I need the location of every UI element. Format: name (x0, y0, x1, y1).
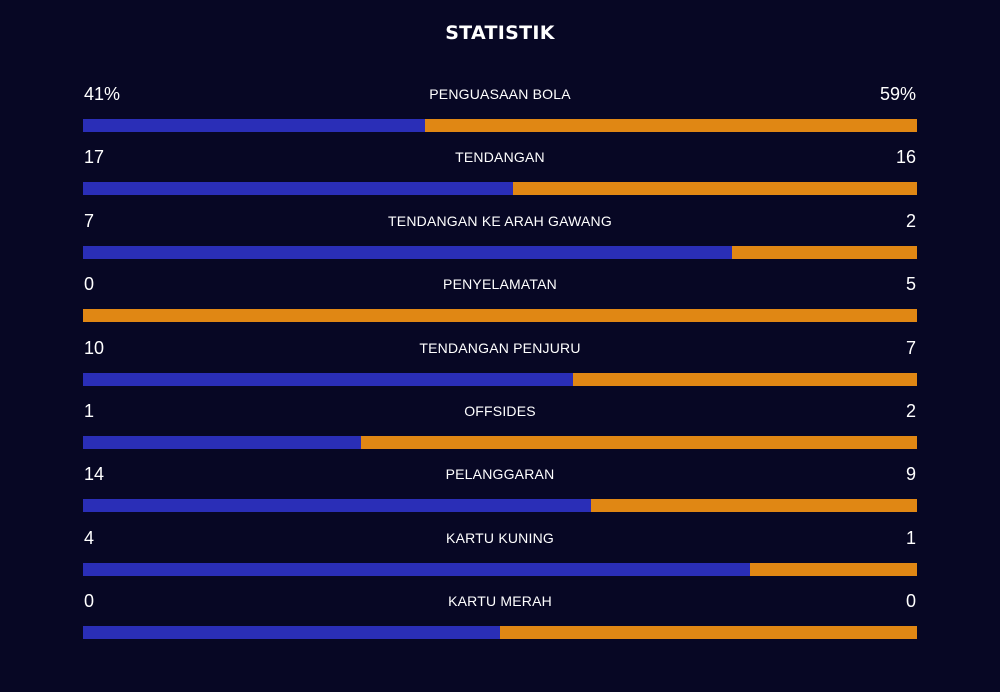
stat-row-offsides: 1 OFFSIDES 2 (83, 397, 917, 460)
away-value: 16 (895, 147, 916, 168)
away-bar-fill (731, 245, 917, 259)
comparison-bar (83, 372, 917, 386)
stats-list: 41% PENGUASAAN BOLA 59% 17 TENDANGAN 16 … (83, 80, 917, 651)
away-value: 2 (905, 400, 916, 421)
home-value: 0 (84, 274, 95, 295)
home-value: 4 (84, 527, 95, 548)
home-bar-fill (83, 245, 732, 259)
comparison-bar (83, 435, 917, 449)
home-value: 14 (84, 464, 105, 485)
comparison-bar (83, 562, 917, 576)
away-bar-fill (750, 562, 917, 576)
home-bar-fill (83, 182, 513, 196)
away-value: 9 (905, 464, 916, 485)
away-value: 0 (905, 591, 916, 612)
stat-label: KARTU KUNING (446, 529, 554, 546)
stat-row-saves: 0 PENYELAMATAN 5 (83, 270, 917, 333)
stat-label: PENYELAMATAN (443, 276, 557, 293)
stat-row-corners: 10 TENDANGAN PENJURU 7 (83, 334, 917, 397)
home-value: 10 (84, 337, 105, 358)
comparison-bar (83, 626, 917, 640)
home-value: 17 (84, 147, 105, 168)
away-value: 1 (905, 527, 916, 548)
away-bar-fill (360, 435, 917, 449)
home-value: 7 (84, 210, 95, 231)
stat-label: TENDANGAN PENJURU (419, 339, 581, 356)
home-bar-fill (83, 499, 591, 513)
away-bar-fill (83, 309, 917, 323)
comparison-bar (83, 499, 917, 513)
stat-row-yellow-cards: 4 KARTU KUNING 1 (83, 524, 917, 587)
stat-label: OFFSIDES (464, 402, 536, 419)
stat-row-red-cards: 0 KARTU MERAH 0 (83, 587, 917, 650)
stat-row-fouls: 14 PELANGGARAN 9 (83, 460, 917, 523)
home-bar-fill (83, 562, 751, 576)
away-bar-fill (500, 626, 917, 640)
stat-label: TENDANGAN (455, 149, 545, 166)
stat-label: PENGUASAAN BOLA (429, 86, 571, 102)
away-value: 5 (905, 274, 916, 295)
away-value: 59% (879, 84, 916, 104)
stat-row-shots-on-target: 7 TENDANGAN KE ARAH GAWANG 2 (83, 207, 917, 270)
away-bar-fill (590, 499, 917, 513)
stat-row-shots: 17 TENDANGAN 16 (83, 143, 917, 206)
stat-row-possession: 41% PENGUASAAN BOLA 59% (83, 80, 917, 143)
comparison-bar (83, 309, 917, 323)
away-bar-fill (573, 372, 917, 386)
away-bar-fill (512, 182, 917, 196)
home-value: 41% (84, 84, 121, 104)
home-bar-fill (83, 626, 500, 640)
home-bar-fill (83, 372, 574, 386)
comparison-bar (83, 245, 917, 259)
home-value: 1 (84, 400, 95, 421)
home-bar-fill (83, 119, 425, 132)
away-value: 7 (905, 337, 916, 358)
stat-label: KARTU MERAH (448, 593, 552, 610)
page-title: STATISTIK (445, 22, 555, 44)
comparison-bar (83, 119, 917, 132)
comparison-bar (83, 182, 917, 196)
home-bar-fill (83, 435, 361, 449)
away-value: 2 (905, 210, 916, 231)
home-value: 0 (84, 591, 95, 612)
away-bar-fill (424, 119, 917, 132)
stat-label: TENDANGAN KE ARAH GAWANG (388, 212, 612, 229)
stat-label: PELANGGARAN (445, 466, 555, 483)
